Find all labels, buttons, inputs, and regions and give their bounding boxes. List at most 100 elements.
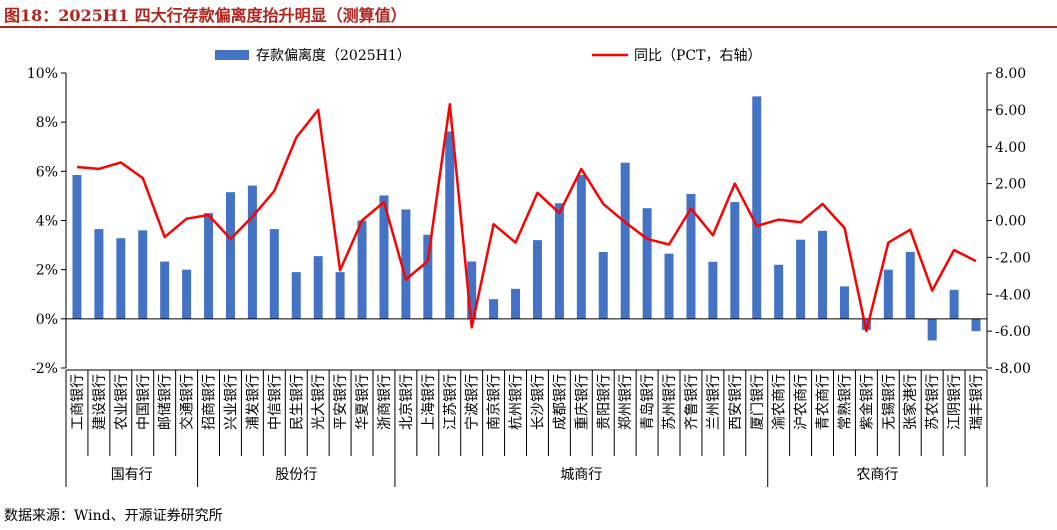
- category-label: 民生银行: [289, 374, 305, 430]
- bar: [160, 261, 170, 319]
- category-label: 瑞丰银行: [969, 374, 985, 430]
- bar: [72, 175, 82, 319]
- legend-bar-swatch: [215, 50, 249, 60]
- bar: [532, 240, 542, 319]
- bar: [247, 185, 257, 319]
- yoy-line: [76, 103, 977, 333]
- category-label: 南京银行: [487, 374, 503, 430]
- category-label: 西安银行: [728, 374, 744, 430]
- bar: [752, 96, 762, 319]
- bar: [620, 162, 630, 319]
- deposit-deviation-chart: -2% 0% 2% 4% 6% 8% 10% -8.00 -6.00 -4.00 -2.00 0.00…: [27, 47, 1031, 487]
- category-label: 中国银行: [136, 374, 152, 430]
- legend-bar-label: 存款偏离度（2025H1）: [256, 47, 411, 64]
- category-label: 江苏银行: [443, 374, 459, 430]
- bar: [839, 286, 849, 319]
- group-label: 国有行: [111, 467, 153, 483]
- bar: [818, 230, 828, 319]
- right-axis-tick-label: 2.00: [995, 177, 1026, 193]
- category-label: 上海银行: [421, 374, 437, 430]
- bar: [774, 264, 784, 319]
- bar: [576, 175, 586, 319]
- category-label: 建设银行: [92, 374, 108, 430]
- figure-title: 图18：2025H1 四大行存款偏离度抬升明显（测算值）: [4, 6, 407, 25]
- category-label: 张家港行: [902, 374, 919, 430]
- right-axis-tick-label: -2.00: [995, 250, 1031, 266]
- group-label: 城商行: [560, 467, 602, 483]
- bar: [554, 203, 564, 319]
- category-label: 常熟银行: [838, 374, 854, 430]
- category-label: 浙商银行: [377, 374, 393, 430]
- bar: [598, 251, 608, 319]
- bar: [467, 261, 477, 319]
- category-label: 杭州银行: [509, 374, 525, 430]
- bar: [94, 229, 104, 319]
- bar: [730, 202, 740, 319]
- category-label: 苏州银行: [662, 374, 678, 430]
- category-label: 工商银行: [70, 374, 86, 430]
- category-label: 无锡银行: [881, 374, 897, 430]
- bar: [291, 272, 301, 319]
- category-label: 兴业银行: [224, 374, 240, 430]
- category-label: 苏农银行: [925, 374, 941, 430]
- left-axis-tick-label: 2%: [36, 263, 58, 279]
- left-axis-tick-label: -2%: [31, 361, 58, 377]
- category-label: 沪农商行: [794, 374, 810, 430]
- right-axis-tick-label: -6.00: [995, 324, 1031, 340]
- bar: [138, 230, 148, 319]
- category-label: 贵阳银行: [596, 374, 612, 430]
- bar: [708, 261, 718, 319]
- category-label: 招商银行: [202, 374, 218, 430]
- bar: [686, 193, 696, 319]
- category-label: 中信银行: [267, 374, 283, 430]
- bar: [204, 213, 214, 319]
- bar: [225, 192, 235, 319]
- category-label: 农业银行: [114, 374, 130, 430]
- bar: [883, 269, 893, 319]
- category-label: 浦发银行: [245, 374, 261, 430]
- left-axis-tick-label: 8%: [36, 115, 58, 131]
- bar: [401, 209, 411, 319]
- group-label: 农商行: [856, 467, 898, 483]
- category-label: 华夏银行: [355, 374, 371, 430]
- category-label: 郑州银行: [618, 374, 634, 430]
- right-axis-tick-label: -8.00: [995, 361, 1031, 377]
- right-axis-tick-label: -4.00: [995, 287, 1031, 303]
- category-label: 邮储银行: [158, 374, 174, 430]
- legend-line-label: 同比（PCT，右轴）: [634, 48, 761, 64]
- bar: [861, 318, 871, 330]
- category-label: 兰州银行: [706, 374, 722, 430]
- bar: [664, 253, 674, 319]
- category-label: 宁波银行: [464, 374, 481, 430]
- bar: [116, 238, 126, 319]
- bar: [489, 299, 499, 319]
- category-label: 平安银行: [333, 374, 349, 430]
- bar: [379, 195, 389, 319]
- bar: [313, 256, 323, 319]
- category-label: 齐鲁银行: [684, 374, 700, 430]
- group-label: 股份行: [275, 467, 317, 483]
- right-axis-tick-label: 4.00: [995, 140, 1026, 156]
- bar: [357, 220, 367, 319]
- category-label: 厦门银行: [750, 374, 766, 430]
- right-axis-tick-label: 8.00: [995, 66, 1026, 82]
- right-axis-tick-label: 0.00: [995, 214, 1026, 230]
- bar: [269, 229, 279, 319]
- title-rule: [0, 26, 1057, 28]
- bar: [445, 131, 455, 319]
- right-axis-tick-label: 6.00: [995, 103, 1026, 119]
- category-label: 长沙银行: [531, 374, 547, 430]
- bar: [905, 251, 915, 319]
- bar: [335, 272, 345, 319]
- category-label: 成都银行: [552, 374, 568, 430]
- category-label: 北京银行: [399, 374, 415, 430]
- source-note: 数据来源：Wind、开源证券研究所: [4, 508, 223, 524]
- category-label: 渝农商行: [772, 374, 788, 430]
- bar: [796, 239, 806, 319]
- left-axis-tick-label: 10%: [27, 66, 58, 82]
- category-label: 光大银行: [311, 374, 327, 430]
- bar: [511, 288, 521, 319]
- bar: [949, 289, 959, 319]
- category-label: 重庆银行: [574, 374, 590, 430]
- left-axis-tick-label: 0%: [36, 312, 58, 328]
